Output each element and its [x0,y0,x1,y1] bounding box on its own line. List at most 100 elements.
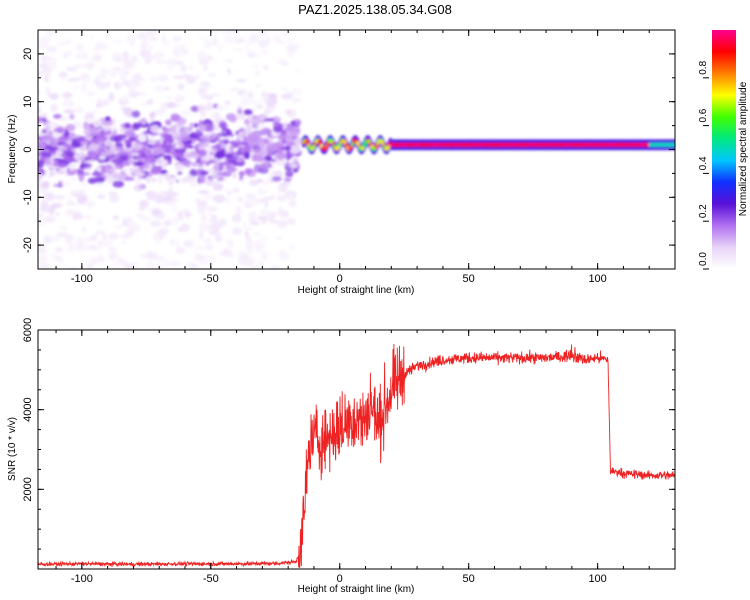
heatmap-cell [288,243,295,251]
heatmap-cell [161,146,166,150]
heatmap-cell [208,223,219,233]
heatmap-cell [188,66,194,70]
heatmap-cell [223,104,229,111]
heatmap-cell [263,118,275,122]
heatmap-cell [39,264,51,268]
y-tick-label: 4000 [22,397,34,421]
heatmap-cell [136,73,142,80]
heatmap-cell [209,170,217,177]
heatmap-cell [275,236,283,240]
heatmap-cell [169,260,181,268]
heatmap-cell [275,38,282,45]
heatmap-cell [206,206,219,212]
heatmap-cell [146,141,156,145]
heatmap-cell [50,171,55,177]
heatmap-cell [44,157,52,167]
heatmap-cell [109,145,118,154]
heatmap-cell [95,41,103,49]
heatmap-cell [241,178,246,185]
heatmap-cell [256,199,266,203]
heatmap-cell [89,34,94,41]
heatmap-cell [235,206,242,216]
heatmap-cell [213,194,226,204]
heatmap-cell [179,160,192,166]
colorbar-tick-label: 0.0 [698,252,709,266]
heatmap-cell [58,71,68,78]
heatmap-cell [223,35,236,44]
heatmap-cell [283,177,292,182]
heatmap-cell [157,74,169,82]
heatmap-cell [174,148,187,153]
heatmap-cell [83,129,91,136]
heatmap-cell [266,37,271,46]
heatmap-cell [250,117,260,126]
heatmap-cell [211,37,219,46]
heatmap-cell [133,162,144,166]
heatmap-cell [223,188,229,193]
heatmap-cell [133,184,144,192]
heatmap-cell [189,169,197,178]
heatmap-cell [186,262,197,267]
heatmap-cell [151,178,158,182]
heatmap-cell [247,132,258,138]
heatmap-cell [235,151,241,156]
heatmap-cell [199,230,204,240]
heatmap-cell [245,168,257,178]
heatmap-cell [198,222,210,231]
heatmap-cell [109,194,120,203]
heatmap-cell [177,83,185,91]
heatmap-cell [91,171,103,177]
heatmap-cell [199,124,207,131]
heatmap-cell [259,209,271,216]
heatmap-cell [235,139,241,145]
heatmap-cell [276,185,288,189]
heatmap-cell [208,230,218,236]
heatmap-cell [181,209,191,213]
heatmap-cell [125,34,136,43]
heatmap-cell [291,147,302,154]
heatmap-cell [106,80,111,88]
heatmap-cell [141,43,148,51]
x-tick-label: -50 [203,273,219,285]
heatmap-cell [65,235,72,239]
heatmap-cell [102,234,108,241]
heatmap-cell [248,265,261,269]
heatmap-cell [244,118,250,125]
heatmap-cell [80,141,88,146]
heatmap-cell [238,170,245,177]
heatmap-cell [178,132,190,138]
heatmap-cell [41,151,52,158]
heatmap-cell [82,172,91,176]
heatmap-cell [155,238,161,247]
heatmap-cell [235,113,246,121]
heatmap-cell [158,136,165,141]
heatmap-cell [232,187,241,194]
heatmap-cell [45,72,52,79]
heatmap-cell [205,102,215,111]
heatmap-cell [103,124,110,133]
snr-frame [37,329,676,570]
heatmap-cell [134,171,145,177]
heatmap-cell [247,197,259,207]
heatmap-cell [126,83,137,92]
heatmap-cell [149,124,160,133]
heatmap-cell [54,255,61,261]
colorbar: 0.0 0.2 0.4 0.6 0.8 Normalized spectral ampl… [698,30,749,270]
heatmap-cell [270,194,275,199]
heatmap-cell [156,58,161,65]
heatmap-cell [94,230,106,236]
heatmap-cell [124,122,131,129]
heatmap-cell [204,94,214,101]
heatmap-cell [100,68,109,75]
heatmap-cell [199,81,211,87]
heatmap-cell [117,68,129,76]
heatmap-cell [55,169,66,174]
heatmap-cell [242,136,252,142]
heatmap-cell [104,116,111,122]
snr-axes: -100 -50 0 50 100 2000 4000 6000 [22,318,676,585]
colorbar-gradient [712,30,736,269]
heatmap-cell [166,95,173,100]
heatmap-cell [162,154,172,161]
heatmap-cell [41,180,50,189]
heatmap-cell [209,134,220,140]
